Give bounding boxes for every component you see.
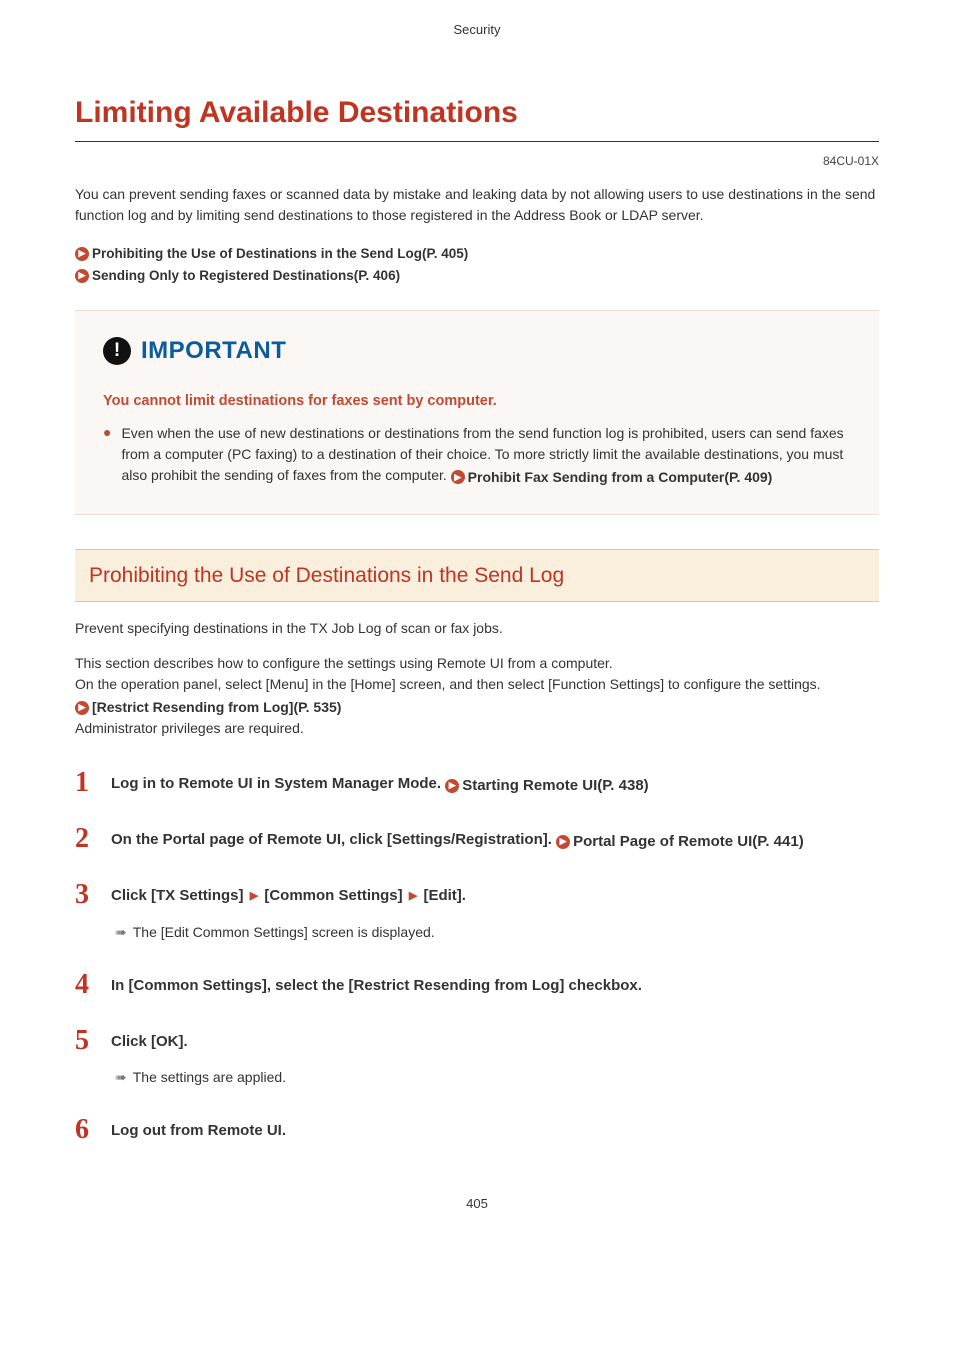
- step-text: Log out from Remote UI.: [111, 1122, 286, 1139]
- step-link-text: Portal Page of Remote UI(P. 441): [573, 831, 804, 854]
- step-heading: Log in to Remote UI in System Manager Mo…: [111, 773, 879, 797]
- result-arrow-icon: ➠: [115, 922, 127, 943]
- step-text: [Edit].: [419, 887, 466, 904]
- important-label: IMPORTANT: [141, 333, 286, 369]
- step-number: 3: [75, 881, 97, 909]
- bullet-icon: ●: [103, 423, 111, 488]
- steps-list: 1 Log in to Remote UI in System Manager …: [75, 769, 879, 1144]
- step-text: Click [TX Settings]: [111, 887, 248, 904]
- important-body: ● Even when the use of new destinations …: [103, 423, 851, 488]
- link-icon: ▶: [75, 701, 89, 715]
- step-number: 1: [75, 769, 97, 797]
- step-heading: Click [TX Settings] ▶ [Common Settings] …: [111, 885, 879, 908]
- step-text: Log in to Remote UI in System Manager Mo…: [111, 775, 445, 792]
- result-arrow-icon: ➠: [115, 1067, 127, 1088]
- important-link-text: Prohibit Fax Sending from a Computer(P. …: [468, 467, 773, 488]
- step-link-text: Starting Remote UI(P. 438): [462, 775, 648, 798]
- step-number: 2: [75, 825, 97, 853]
- triangle-icon: ▶: [248, 888, 260, 905]
- section-p2c: Administrator privileges are required.: [75, 720, 304, 736]
- link-icon: ▶: [75, 269, 89, 283]
- step-heading: Click [OK].: [111, 1031, 879, 1054]
- toc-item[interactable]: ▶ Sending Only to Registered Destination…: [75, 266, 879, 286]
- step-note: ➠ The [Edit Common Settings] screen is d…: [115, 922, 879, 943]
- step: 1 Log in to Remote UI in System Manager …: [75, 769, 879, 797]
- link-icon: ▶: [451, 470, 465, 484]
- page-number: 405: [75, 1194, 879, 1214]
- toc-link-text: Prohibiting the Use of Destinations in t…: [92, 244, 468, 264]
- step-number: 5: [75, 1027, 97, 1055]
- step-number: 4: [75, 971, 97, 999]
- toc-list: ▶ Prohibiting the Use of Destinations in…: [75, 244, 879, 287]
- step: 5 Click [OK]. ➠ The settings are applied…: [75, 1027, 879, 1089]
- section-heading: Prohibiting the Use of Destinations in t…: [75, 549, 879, 603]
- step-note-text: The [Edit Common Settings] screen is dis…: [133, 922, 435, 943]
- category-label: Security: [75, 20, 879, 40]
- step: 2 On the Portal page of Remote UI, click…: [75, 825, 879, 853]
- section-link-text: [Restrict Resending from Log](P. 535): [92, 697, 341, 718]
- step-text: On the Portal page of Remote UI, click […: [111, 831, 556, 848]
- important-text: Even when the use of new destinations or…: [121, 423, 851, 488]
- step-text: [Common Settings]: [260, 887, 407, 904]
- step-heading: Log out from Remote UI.: [111, 1120, 879, 1143]
- step-number: 6: [75, 1116, 97, 1144]
- link-icon: ▶: [445, 779, 459, 793]
- page-title: Limiting Available Destinations: [75, 90, 879, 142]
- link-icon: ▶: [556, 835, 570, 849]
- step-link[interactable]: ▶Starting Remote UI(P. 438): [445, 775, 648, 798]
- triangle-icon: ▶: [407, 888, 419, 905]
- important-subtitle: You cannot limit destinations for faxes …: [103, 391, 851, 413]
- step: 4 In [Common Settings], select the [Rest…: [75, 971, 879, 999]
- step-note: ➠ The settings are applied.: [115, 1067, 879, 1088]
- section-p2a: This section describes how to configure …: [75, 655, 613, 671]
- section-link[interactable]: ▶[Restrict Resending from Log](P. 535): [75, 697, 341, 718]
- toc-link-text: Sending Only to Registered Destinations(…: [92, 266, 400, 286]
- step-note-text: The settings are applied.: [133, 1067, 286, 1088]
- exclamation-icon: !: [103, 337, 131, 365]
- important-header: ! IMPORTANT: [103, 333, 851, 369]
- important-link[interactable]: ▶Prohibit Fax Sending from a Computer(P.…: [451, 467, 773, 488]
- step-heading: On the Portal page of Remote UI, click […: [111, 829, 879, 853]
- link-icon: ▶: [75, 247, 89, 261]
- document-code: 84CU-01X: [75, 152, 879, 170]
- step: 3 Click [TX Settings] ▶ [Common Settings…: [75, 881, 879, 943]
- important-callout: ! IMPORTANT You cannot limit destination…: [75, 310, 879, 515]
- intro-paragraph: You can prevent sending faxes or scanned…: [75, 184, 879, 226]
- section-p2b-pre: On the operation panel, select [Menu] in…: [75, 676, 821, 692]
- step-link[interactable]: ▶Portal Page of Remote UI(P. 441): [556, 831, 804, 854]
- step-heading: In [Common Settings], select the [Restri…: [111, 975, 879, 998]
- step-text: In [Common Settings], select the [Restri…: [111, 977, 642, 994]
- step-text: Click [OK].: [111, 1033, 188, 1050]
- section-p2: This section describes how to configure …: [75, 653, 879, 739]
- toc-item[interactable]: ▶ Prohibiting the Use of Destinations in…: [75, 244, 879, 264]
- section-p1: Prevent specifying destinations in the T…: [75, 618, 879, 639]
- step: 6 Log out from Remote UI.: [75, 1116, 879, 1144]
